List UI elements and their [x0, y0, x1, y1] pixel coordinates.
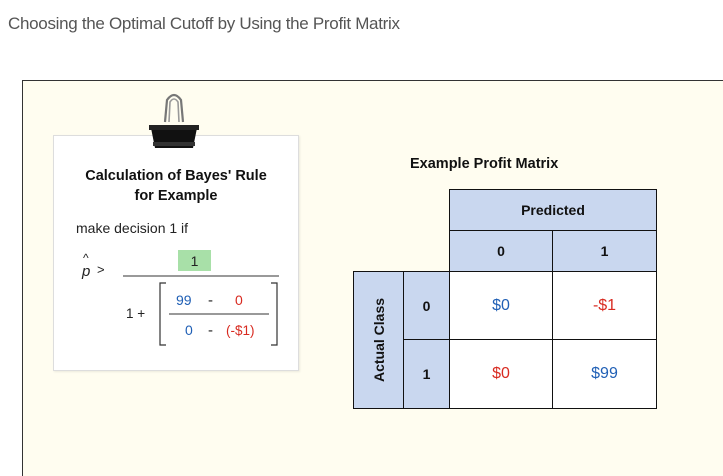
cell-actual0-pred0: $0 — [449, 271, 553, 340]
numerator-highlight — [178, 250, 211, 271]
one-plus-text: 1 + — [126, 306, 145, 321]
predicted-class-1: 1 — [552, 230, 657, 272]
left-bracket — [159, 282, 166, 346]
page-title: Choosing the Optimal Cutoff by Using the… — [8, 14, 400, 33]
inner-denominator-b: (-$1) — [226, 323, 255, 338]
inner-numerator-b: 0 — [235, 292, 243, 308]
inner-denominator-a: 0 — [185, 322, 193, 338]
decision-text: make decision 1 if — [76, 220, 189, 236]
matrix-title: Example Profit Matrix — [410, 156, 559, 172]
actual-class-1: 1 — [403, 339, 450, 409]
inner-numerator-op: - — [208, 292, 213, 309]
actual-class-header: Actual Class — [353, 271, 404, 409]
card-heading-line-1: Calculation of Bayes' Rule — [85, 168, 267, 184]
greater-than-symbol: > — [97, 262, 105, 277]
actual-class-0: 0 — [403, 271, 450, 340]
bayes-formula: ^ p > 1 1 + 99 - 0 0 - (-$1) — [81, 250, 279, 346]
profit-matrix: Predicted 0 1 Actual Class 0 1 $0 -$1 $0… — [353, 189, 657, 409]
main-numerator: 1 — [191, 253, 199, 269]
p-hat-symbol: p — [81, 263, 90, 280]
binder-clip-icon — [149, 93, 199, 148]
inner-denominator-op: - — [208, 322, 213, 339]
actual-class-label: Actual Class — [370, 297, 387, 383]
predicted-class-0: 0 — [449, 230, 553, 272]
bayes-rule-card — [53, 135, 299, 371]
cell-actual1-pred1: $99 — [552, 339, 657, 409]
cell-actual0-pred1: -$1 — [552, 271, 657, 340]
predicted-header: Predicted — [449, 189, 657, 231]
card-heading-line-2: for Example — [134, 188, 218, 204]
inner-numerator-a: 99 — [176, 292, 192, 308]
cell-actual1-pred0: $0 — [449, 339, 553, 409]
hat-mark: ^ — [83, 251, 89, 265]
right-bracket — [271, 282, 278, 346]
